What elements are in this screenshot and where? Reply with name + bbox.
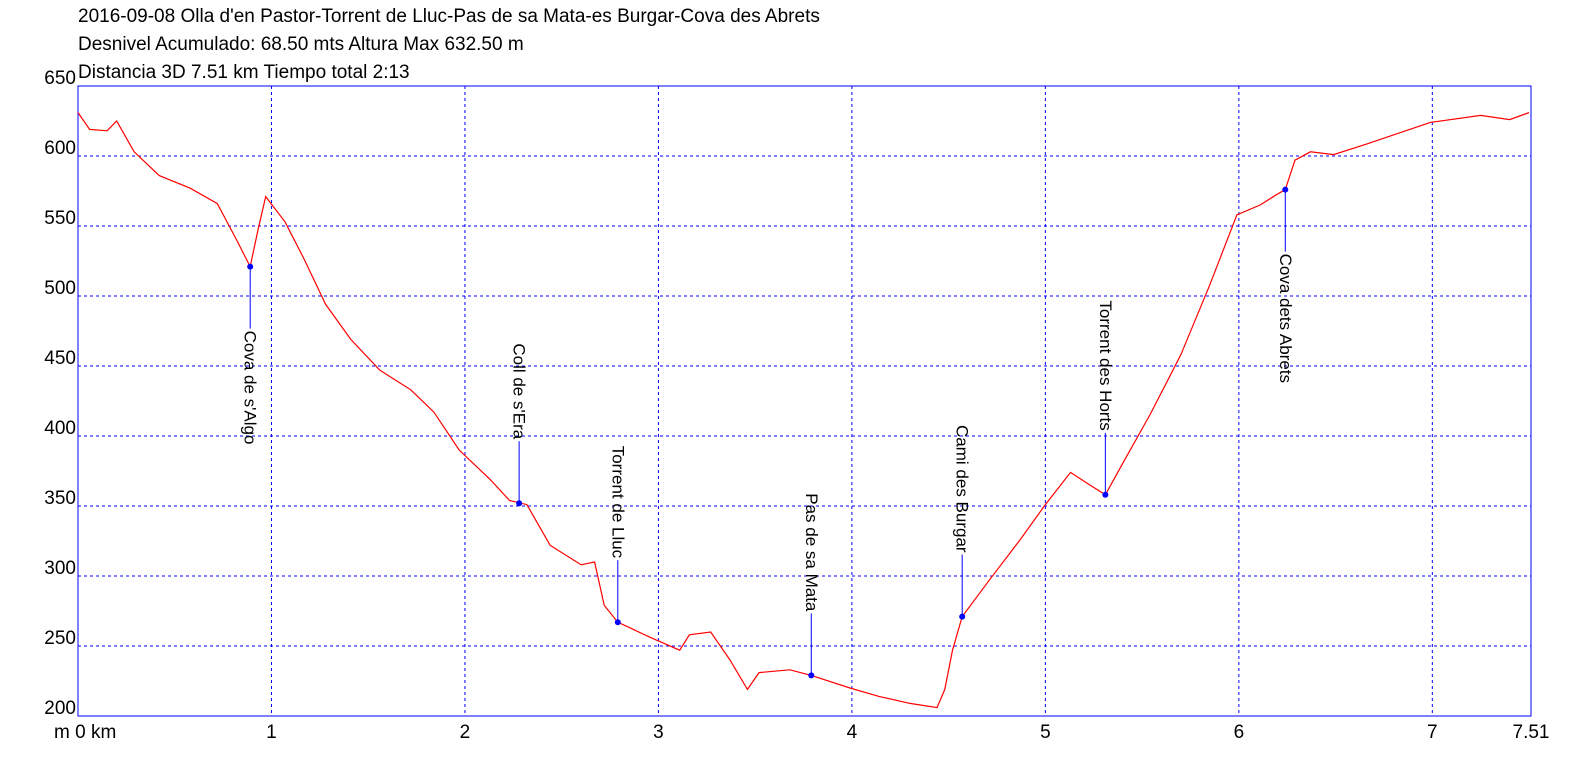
x-tick-label: 7 <box>1427 722 1438 743</box>
x-tick-label: m 0 km <box>54 722 116 743</box>
x-tick-label: 4 <box>847 722 858 743</box>
annotation-point <box>247 263 254 270</box>
y-tick-label: 500 <box>44 278 76 299</box>
x-tick-label: 7.51 <box>1513 722 1550 743</box>
y-tick-label: 350 <box>44 488 76 509</box>
x-tick-label: 5 <box>1040 722 1051 743</box>
annotation-label: Cami des Burgar <box>953 425 972 553</box>
plot-frame <box>77 85 1532 717</box>
annotation-point <box>614 619 621 626</box>
annotation-point <box>516 500 523 507</box>
chart-subtitle: Desnivel Acumulado: 68.50 mts Altura Max… <box>78 34 524 55</box>
annotation-label: Cova de s'Algo <box>241 331 260 445</box>
annotation-label: Cova dets Abrets <box>1276 254 1295 383</box>
x-tick-label: 1 <box>266 722 277 743</box>
y-tick-label: 300 <box>44 558 76 579</box>
x-tick-label: 6 <box>1234 722 1245 743</box>
annotation-label: Pas de sa Mata <box>802 493 821 612</box>
y-tick-label: 200 <box>44 698 76 719</box>
y-tick-label: 400 <box>44 418 76 439</box>
annotation-label: Torrent de Lluc <box>608 446 627 559</box>
elevation-line <box>77 112 1530 709</box>
annotation-label: Coll de s'Era <box>510 343 529 439</box>
y-tick-label: 550 <box>44 208 76 229</box>
annotation-point <box>1282 186 1289 193</box>
y-tick-label: 600 <box>44 138 76 159</box>
y-tick-label: 650 <box>44 68 76 89</box>
x-tick-label: 2 <box>460 722 471 743</box>
chart-title: 2016-09-08 Olla d'en Pastor-Torrent de L… <box>78 6 820 27</box>
annotation-point <box>808 672 815 679</box>
annotation-point <box>1102 491 1109 498</box>
chart-subtitle: Distancia 3D 7.51 km Tiempo total 2:13 <box>78 62 410 83</box>
y-tick-label: 450 <box>44 348 76 369</box>
x-tick-label: 3 <box>653 722 664 743</box>
annotation-point <box>959 613 966 620</box>
annotation-label: Torrent des Horts <box>1096 300 1115 430</box>
y-tick-label: 250 <box>44 628 76 649</box>
